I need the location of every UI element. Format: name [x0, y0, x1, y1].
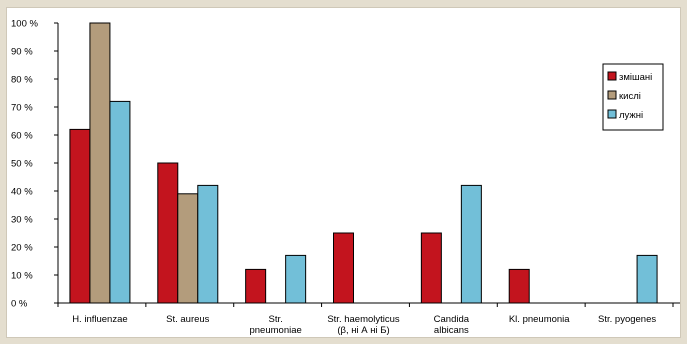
legend-swatch: [607, 109, 617, 119]
bar: [177, 193, 199, 304]
bar: [245, 268, 267, 304]
x-category-label: Candida albicans: [434, 314, 470, 336]
x-category-label: Str. haemolyticus (β, ні А ні Б): [327, 314, 400, 336]
legend: змішані кислі лужні: [602, 63, 664, 131]
legend-label: кислі: [619, 91, 641, 102]
bar: [197, 184, 219, 304]
y-tick-label: 40 %: [11, 187, 33, 198]
bars: [69, 22, 658, 304]
bar: [109, 100, 131, 304]
bar: [69, 128, 91, 304]
x-category-label: Str. pyogenes: [598, 314, 656, 325]
bar-chart: 0 % 10 % 20 % 30 % 40 % 50 % 60 % 70 % 80 % 90 % 1…: [11, 19, 680, 336]
y-tick-label: 0 %: [11, 299, 28, 310]
y-tick-label: 20 %: [11, 243, 33, 254]
bar: [636, 254, 658, 304]
legend-label: змішані: [619, 72, 652, 83]
legend-swatch: [607, 90, 617, 100]
y-tick-label: 70 %: [11, 103, 33, 114]
y-tick-label: 80 %: [11, 75, 33, 86]
y-tick-label: 10 %: [11, 271, 33, 282]
y-tick-label: 30 %: [11, 215, 33, 226]
axes: [57, 23, 680, 304]
legend-label: лужні: [619, 110, 643, 121]
x-category-label: H. influenzae: [72, 314, 127, 325]
y-ticks: 0 % 10 % 20 % 30 % 40 % 50 % 60 % 70 % 80 % 90 % 1…: [11, 19, 58, 310]
y-tick-label: 90 %: [11, 47, 33, 58]
legend-swatch: [607, 71, 617, 81]
y-tick-label: 50 %: [11, 159, 33, 170]
y-tick-label: 60 %: [11, 131, 33, 142]
x-category-label: St. aureus: [166, 314, 210, 325]
x-category-label: Kl. pneumonia: [509, 314, 570, 325]
chart-container: 0 % 10 % 20 % 30 % 40 % 50 % 60 % 70 % 80 % 90 % 1…: [6, 7, 681, 338]
y-tick-label: 100 %: [11, 19, 38, 30]
bar: [420, 232, 442, 304]
x-category-label: Str. pneumoniae: [249, 314, 301, 336]
bar: [333, 232, 354, 304]
bar: [157, 162, 179, 304]
x-labels: H. influenzae St. aureus Str. pneumoniae Str…: [57, 303, 674, 336]
bar: [89, 22, 111, 304]
bar: [285, 254, 307, 304]
bar: [460, 184, 482, 304]
bar: [508, 268, 530, 304]
